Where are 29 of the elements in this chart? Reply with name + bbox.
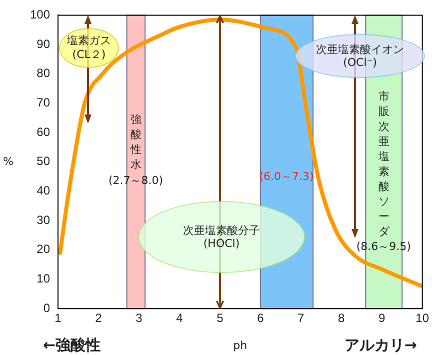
x-tick-label: 3	[136, 311, 143, 326]
y-tick-label: 60	[36, 124, 50, 139]
annotation: 次亜塩素酸イオン (OCl⁻)	[316, 43, 404, 70]
x-axis-title: ph	[233, 339, 248, 352]
text: アルカリ→	[344, 336, 417, 354]
y-tick-label: 70	[36, 96, 50, 110]
annotation: 次亜塩素酸分子 (HOCl)	[183, 224, 260, 250]
y-axis-title: %	[3, 155, 14, 169]
x-tick-label: 8	[338, 311, 346, 326]
x-tick-label: 9	[378, 311, 386, 326]
x-tick-label: 7	[298, 311, 305, 326]
y-tick-label: 100	[30, 8, 50, 22]
y-tick-label: 30	[36, 212, 50, 227]
x-tick-label: 10	[416, 311, 430, 326]
x-tick-label: 6	[257, 311, 264, 326]
band-label: (6.0～7.3)	[259, 170, 314, 184]
y-tick-label: 50	[36, 154, 50, 168]
x-tick-label: 1	[54, 311, 62, 326]
y-tick-label: 10	[36, 272, 50, 286]
x-tick-label: 4	[176, 311, 184, 326]
text: ←強酸性	[43, 336, 101, 354]
x-tick-label: 2	[95, 311, 102, 326]
y-tick-label: 80	[36, 66, 50, 80]
y-tick-label: 20	[36, 242, 50, 256]
annotation: 塩素ガス (CL２)	[67, 34, 111, 61]
y-tick-label: 90	[36, 36, 50, 51]
x-tick-label: 5	[216, 311, 224, 326]
y-tick-label: 0	[43, 300, 50, 315]
y-tick-label: 40	[36, 184, 50, 198]
